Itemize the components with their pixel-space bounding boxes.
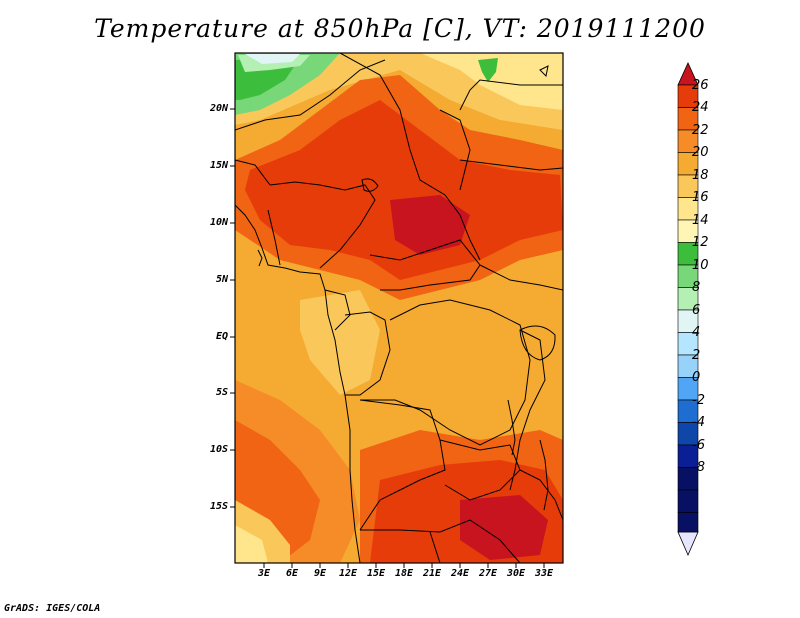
tick-marks xyxy=(230,108,545,568)
lat-label-eq: EQ xyxy=(215,331,228,342)
colorbar-label-10: 10 xyxy=(692,258,709,273)
border-sudan xyxy=(459,159,563,171)
colorbar-label-16: 16 xyxy=(692,190,709,205)
lake-victoria xyxy=(519,325,556,361)
lon-label-12e: 12E xyxy=(338,568,358,579)
colorbar-label-0: 0 xyxy=(692,370,701,385)
coastline-west xyxy=(235,204,361,563)
lat-label-5n: 5N xyxy=(215,274,228,285)
colorbar-label-4: 4 xyxy=(692,325,701,340)
colorbar-label-20: 20 xyxy=(692,145,709,160)
lake-malawi xyxy=(539,439,549,511)
colorbar-bottom-arrow xyxy=(677,531,699,557)
lake-north-ne xyxy=(539,65,549,78)
colorbar-label-m2: -2 xyxy=(692,393,705,408)
lat-label-10s: 10S xyxy=(209,444,228,455)
border-namibia xyxy=(360,519,521,563)
border-angola xyxy=(359,399,446,531)
field-sahel-red xyxy=(245,100,563,280)
border-botswana xyxy=(429,531,441,563)
border-nigeria xyxy=(269,181,376,269)
border-ghana xyxy=(267,209,281,266)
colorbar-label-24: 24 xyxy=(692,100,709,115)
colorbar-label-18: 18 xyxy=(692,168,709,183)
lon-label-27e: 27E xyxy=(478,568,498,579)
border-drc xyxy=(360,299,531,446)
border-gabon xyxy=(324,289,351,331)
field-sw-light xyxy=(235,525,268,563)
lon-label-33e: 33E xyxy=(534,568,554,579)
border-north-1 xyxy=(339,53,481,261)
lon-label-30e: 30E xyxy=(506,568,526,579)
colorbar-label-12: 12 xyxy=(692,235,709,250)
field-sahel-deepred xyxy=(390,195,470,255)
lon-label-9e: 9E xyxy=(313,568,327,579)
field-central-yellow xyxy=(300,290,380,395)
lon-label-21e: 21E xyxy=(422,568,442,579)
lon-label-15e: 15E xyxy=(366,568,386,579)
colorbar-label-m6: -6 xyxy=(692,438,705,453)
lat-label-15s: 15S xyxy=(209,501,228,512)
lake-chad xyxy=(361,178,379,192)
map-frame xyxy=(234,52,564,564)
colorbar-bottom-fill xyxy=(677,512,699,533)
lake-volta xyxy=(257,249,263,267)
lat-label-15n: 15N xyxy=(209,160,228,171)
field-cold-white-nw xyxy=(245,54,300,64)
colorbar-label-2: 2 xyxy=(692,348,701,363)
border-congo xyxy=(344,311,391,396)
border-chad xyxy=(439,109,471,191)
border-north-2 xyxy=(235,59,386,131)
lon-label-6e: 6E xyxy=(285,568,299,579)
temperature-field xyxy=(235,53,563,563)
lon-label-24e: 24E xyxy=(450,568,470,579)
lat-label-10n: 10N xyxy=(209,217,228,228)
lon-label-18e: 18E xyxy=(394,568,414,579)
lat-label-20n: 20N xyxy=(209,103,228,114)
field-central-ring xyxy=(400,320,510,420)
lake-tanganyika xyxy=(507,399,516,456)
border-east-lakes xyxy=(509,329,546,491)
colorbar-label-m4: -4 xyxy=(692,415,705,430)
colorbar-label-22: 22 xyxy=(692,123,709,138)
colorbar-label-26: 26 xyxy=(692,78,709,93)
lon-label-3e: 3E xyxy=(257,568,271,579)
boundaries xyxy=(235,53,563,563)
field-south-deepred xyxy=(460,495,548,560)
map-title: Temperature at 850hPa [C], VT: 201911120… xyxy=(94,14,706,43)
border-north-3 xyxy=(459,79,563,111)
field-cold-green-ne xyxy=(478,58,498,82)
colorbar-label-8: 8 xyxy=(692,280,701,295)
border-south-sudan xyxy=(479,264,563,291)
colorbar-label-6: 6 xyxy=(692,303,701,318)
colorbar-swatch-low xyxy=(677,489,699,513)
colorbar-label-14: 14 xyxy=(692,213,709,228)
colorbar xyxy=(677,62,699,557)
grads-credit: GrADS: IGES/COLA xyxy=(4,603,101,614)
lat-label-5s: 5S xyxy=(215,387,228,398)
colorbar-label-m8: -8 xyxy=(692,460,705,475)
border-sahel-west xyxy=(235,159,271,186)
